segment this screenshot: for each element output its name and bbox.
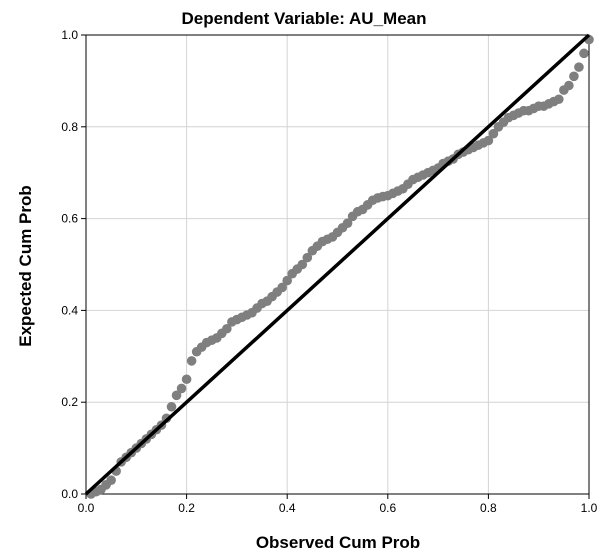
y-tick-label: 0.4 (61, 303, 78, 317)
plot-area-frame (85, 34, 590, 495)
y-tick-label: 0.6 (61, 212, 78, 226)
x-tick-label: 0.0 (78, 501, 95, 515)
y-axis-ticks: 0.0 0.2 0.4 0.6 0.8 1.0 (61, 28, 86, 501)
data-point (277, 282, 287, 293)
y-tick-label: 0.2 (61, 395, 78, 409)
data-point (483, 135, 494, 146)
y-tick-label: 1.0 (61, 28, 78, 42)
data-point (564, 80, 574, 91)
x-tick-label: 0.8 (480, 501, 497, 515)
data-point (186, 356, 197, 366)
x-tick-label: 0.4 (279, 501, 296, 515)
x-tick-label: 1.0 (581, 501, 598, 515)
data-point (222, 323, 232, 334)
x-tick-label: 0.2 (178, 501, 195, 515)
data-point (171, 390, 182, 401)
data-point (342, 218, 353, 228)
data-point (574, 62, 584, 72)
y-axis-label: Expected Cum Prob (16, 185, 35, 347)
y-tick-label: 0.0 (61, 487, 78, 501)
data-point (282, 275, 293, 286)
data-points (86, 34, 594, 499)
data-point (106, 475, 116, 486)
data-point (488, 128, 499, 139)
x-axis-label: Observed Cum Prob (256, 533, 420, 552)
data-point (166, 401, 177, 412)
data-point (181, 374, 192, 385)
x-tick-label: 0.6 (379, 501, 396, 515)
data-point (554, 94, 564, 105)
data-point (302, 252, 313, 263)
chart-title: Dependent Variable: AU_Mean (182, 9, 427, 28)
y-tick-label: 0.8 (61, 120, 78, 134)
reference-diagonal-line (84, 33, 591, 496)
data-point (569, 71, 579, 82)
data-point (579, 48, 589, 59)
x-axis-ticks: 0.0 0.2 0.4 0.6 0.8 1.0 (78, 494, 598, 515)
data-point (176, 383, 187, 394)
data-point (297, 259, 308, 270)
